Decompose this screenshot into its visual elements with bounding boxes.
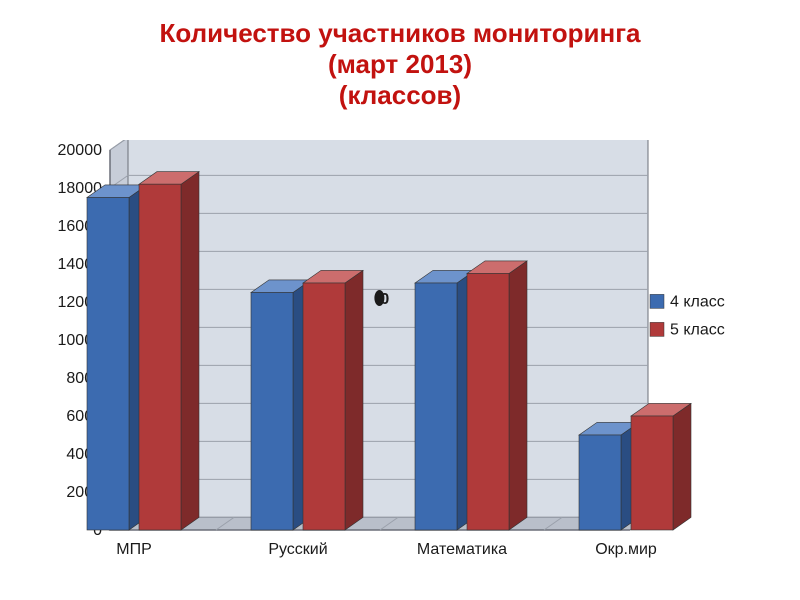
bar-front [467,274,509,531]
legend-swatch [650,322,664,336]
y-tick-label: 20000 [58,142,103,159]
legend-label: 4 класс [670,293,725,310]
chart-area: 0200040006000800010000120001400016000180… [40,140,760,580]
bar-front [87,198,129,531]
bar-front [303,283,345,530]
stray-annotation-dot [374,290,384,306]
x-tick-label: МПР [116,541,152,558]
bar-front [579,435,621,530]
bar-front [139,184,181,530]
bar-front [415,283,457,530]
bar-side [673,403,691,530]
bar-front [631,416,673,530]
bar-front [251,293,293,531]
title-line-1: Количество участников мониторинга [0,18,800,49]
bar-side [181,172,199,530]
legend-label: 5 класс [670,321,725,338]
chart-back-wall [128,140,648,517]
chart-title: Количество участников мониторинга (март … [0,0,800,112]
title-line-3: (классов) [0,80,800,111]
x-tick-label: Окр.мир [595,541,657,558]
bar-side [509,261,527,530]
title-line-2: (март 2013) [0,49,800,80]
bar-side [345,270,363,530]
legend-swatch [650,294,664,308]
x-tick-label: Русский [268,541,327,558]
bar-chart: 0200040006000800010000120001400016000180… [40,140,760,580]
x-tick-label: Математика [417,541,507,558]
